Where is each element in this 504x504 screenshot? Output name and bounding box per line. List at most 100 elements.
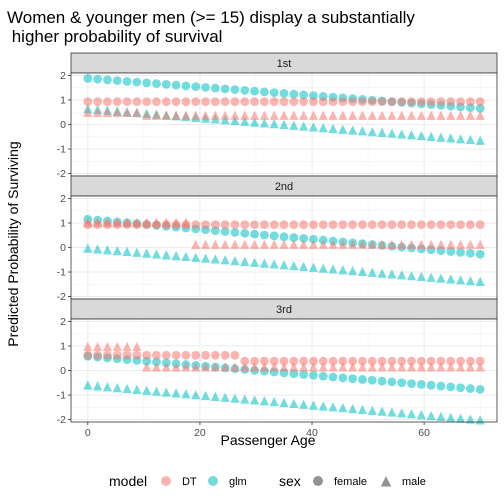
data-point-circle <box>397 378 407 388</box>
data-point-triangle <box>200 239 211 250</box>
data-point-triangle <box>181 251 191 262</box>
data-point-triangle <box>475 276 485 287</box>
data-point-triangle <box>102 341 113 352</box>
data-point-triangle <box>142 385 152 395</box>
data-point-circle <box>259 230 269 240</box>
data-point-triangle <box>465 275 475 286</box>
data-point-triangle <box>436 132 446 142</box>
data-point-circle <box>465 248 475 258</box>
legend-title-sex: sex <box>279 473 301 489</box>
legend-key-dt <box>161 476 171 486</box>
data-point-triangle <box>318 362 328 372</box>
data-point-triangle <box>230 393 240 403</box>
data-point-triangle <box>240 362 250 372</box>
data-point-triangle <box>387 110 397 120</box>
series-DT-female <box>83 97 485 107</box>
data-point-circle <box>230 350 240 360</box>
data-point-triangle <box>328 362 338 372</box>
data-point-circle <box>269 231 279 241</box>
data-point-circle <box>240 356 250 366</box>
data-point-triangle <box>357 126 368 136</box>
data-point-circle <box>161 79 171 89</box>
data-point-circle <box>338 97 348 107</box>
data-point-circle <box>407 220 416 230</box>
y-tick-label: -2 <box>57 168 66 180</box>
data-point-circle <box>397 220 407 230</box>
data-point-triangle <box>397 110 407 120</box>
data-point-circle <box>367 97 377 107</box>
data-point-circle <box>397 97 407 107</box>
data-point-triangle <box>191 239 201 250</box>
data-point-circle <box>269 356 279 366</box>
facet-strip-label: 2nd <box>275 181 293 193</box>
data-point-triangle <box>249 257 260 267</box>
series-DT-male <box>83 107 485 120</box>
data-point-circle <box>279 220 289 230</box>
data-point-circle <box>142 350 152 360</box>
data-point-triangle <box>171 250 181 261</box>
data-point-circle <box>436 356 446 366</box>
series-glm-male <box>83 243 485 287</box>
data-point-triangle <box>406 270 417 281</box>
data-point-circle <box>446 247 456 256</box>
data-point-triangle <box>455 110 466 120</box>
data-point-circle <box>318 97 328 107</box>
data-point-triangle <box>426 131 436 141</box>
data-point-triangle <box>230 110 240 120</box>
data-point-triangle <box>436 411 446 422</box>
data-point-triangle <box>200 110 211 120</box>
data-point-triangle <box>436 239 446 250</box>
data-point-triangle <box>269 362 279 372</box>
data-point-triangle <box>397 239 407 250</box>
data-point-triangle <box>112 383 122 393</box>
data-point-circle <box>456 356 465 366</box>
data-point-triangle <box>191 252 201 262</box>
data-point-triangle <box>367 405 377 415</box>
data-point-triangle <box>338 110 348 120</box>
x-tick-label: 20 <box>194 427 206 439</box>
data-point-triangle <box>230 115 240 126</box>
data-point-circle <box>338 373 348 383</box>
data-point-circle <box>456 383 465 393</box>
y-tick-label: -2 <box>57 291 66 303</box>
data-point-triangle <box>446 274 456 284</box>
data-point-circle <box>250 97 259 107</box>
data-point-circle <box>142 78 152 88</box>
x-axis: 0 20 40 60 <box>85 422 430 439</box>
data-point-circle <box>328 356 338 366</box>
data-point-triangle <box>367 239 377 250</box>
data-point-triangle <box>151 110 162 120</box>
y-axis-title: Predicted Probability of Surviving <box>5 141 21 346</box>
data-point-circle <box>220 97 230 107</box>
y-tick-label: 0 <box>60 119 66 131</box>
data-point-triangle <box>161 217 171 227</box>
data-point-triangle <box>151 386 162 396</box>
data-point-circle <box>181 97 191 107</box>
data-point-triangle <box>387 362 397 372</box>
data-point-triangle <box>338 362 348 372</box>
data-point-circle <box>201 82 210 92</box>
series-DT-female <box>83 350 485 366</box>
y-tick-label: -1 <box>57 267 66 279</box>
data-point-circle <box>250 229 259 239</box>
data-point-circle <box>446 356 456 366</box>
data-point-triangle <box>377 110 387 120</box>
data-point-triangle <box>240 256 250 267</box>
data-point-triangle <box>249 117 260 127</box>
data-point-triangle <box>357 404 368 415</box>
data-point-circle <box>103 75 112 85</box>
data-point-circle <box>348 374 358 384</box>
x-tick-label: 60 <box>418 427 430 439</box>
data-point-circle <box>240 228 250 238</box>
data-point-triangle <box>338 124 348 134</box>
data-point-triangle <box>348 239 358 250</box>
data-point-circle <box>475 220 485 230</box>
data-point-triangle <box>171 388 181 398</box>
data-point-circle <box>377 97 387 107</box>
y-tick-label: 2 <box>60 193 66 205</box>
data-point-circle <box>103 97 112 107</box>
data-point-circle <box>367 220 377 230</box>
data-point-triangle <box>367 126 377 137</box>
legend-key-glm <box>208 476 218 486</box>
data-point-circle <box>377 376 387 386</box>
